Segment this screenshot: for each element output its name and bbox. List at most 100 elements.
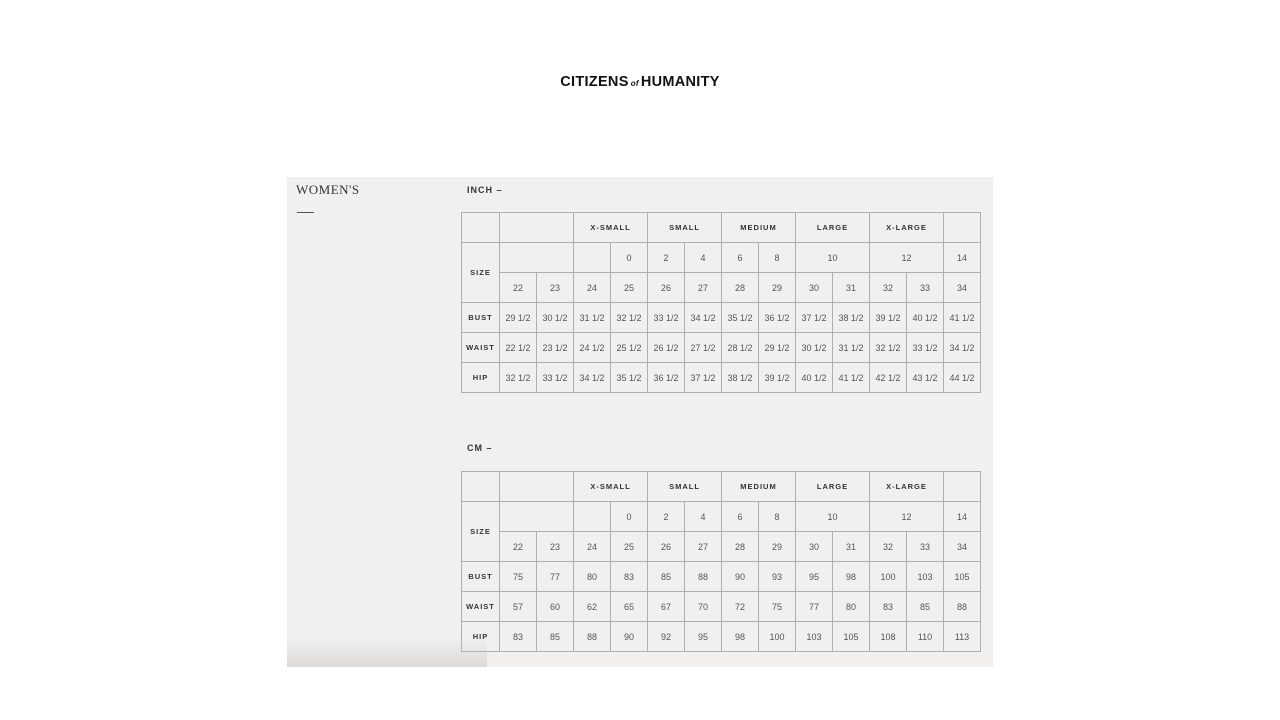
size-group-header: MEDIUM (720, 212, 797, 243)
measurement-value: 31 1/2 (573, 302, 611, 333)
denim-size-cell: 22 (499, 531, 537, 562)
measurement-value: 36 1/2 (757, 302, 797, 333)
measurement-value: 83 (610, 561, 648, 592)
measurement-value: 95 (684, 621, 722, 652)
us-size-row: SIZE 0 2 4 6 8 10 12 14 (461, 242, 982, 303)
size-group-header: MEDIUM (720, 471, 797, 502)
denim-size-cell: 27 (684, 531, 722, 562)
measurement-value: 90 (610, 621, 648, 652)
brand-logo-of: of (630, 79, 639, 88)
us-size-cell: 0 (610, 501, 648, 532)
size-group-header: X-LARGE (869, 471, 945, 502)
us-size-row: SIZE 0 2 4 6 8 10 12 14 (461, 501, 982, 562)
size-group-row: X-SMALL SMALL MEDIUM LARGE X-LARGE (461, 212, 982, 243)
measurement-value: 90 (721, 561, 759, 592)
size-group-header: SMALL (647, 212, 722, 243)
measurement-value: 28 1/2 (721, 332, 759, 363)
us-size-cell: 8 (757, 501, 797, 532)
measurement-value: 62 (573, 591, 611, 622)
measurement-value: 34 1/2 (684, 302, 722, 333)
us-size-cell: 14 (943, 242, 982, 273)
measurement-value: 35 1/2 (721, 302, 759, 333)
measurement-value: 88 (573, 621, 611, 652)
measurement-value: 105 (943, 561, 982, 592)
measurement-value: 95 (795, 561, 834, 592)
size-group-header (499, 212, 574, 243)
measurement-value: 39 1/2 (869, 302, 908, 333)
measurement-label: BUST (461, 561, 500, 592)
denim-size-cell: 32 (869, 272, 908, 303)
measurement-value: 57 (499, 591, 537, 622)
us-size-cell: 4 (684, 501, 722, 532)
cm-size-table: X-SMALL SMALL MEDIUM LARGE X-LARGE SIZE 0 2 4 6 8 1… (461, 471, 982, 652)
measurement-value: 30 1/2 (795, 332, 834, 363)
measurement-value: 22 1/2 (499, 332, 537, 363)
us-size-cell (499, 242, 574, 273)
measurement-row-hip: HIP 83 85 88 90 92 95 98 100 103 105 108 110 113 (461, 621, 982, 652)
measurement-value: 31 1/2 (832, 332, 871, 363)
measurement-value: 88 (943, 591, 982, 622)
measurement-label: WAIST (461, 332, 500, 363)
denim-size-cell: 34 (943, 272, 982, 303)
denim-size-cell: 28 (721, 531, 759, 562)
size-group-header: SMALL (647, 471, 722, 502)
measurement-value: 32 1/2 (610, 302, 648, 333)
size-group-header: X-SMALL (573, 471, 648, 502)
us-size-cell: 6 (721, 501, 759, 532)
measurement-value: 85 (906, 591, 945, 622)
measurement-value: 41 1/2 (943, 302, 982, 333)
size-row-label: SIZE (461, 242, 500, 303)
measurement-value: 100 (757, 621, 797, 652)
measurement-value: 93 (757, 561, 797, 592)
measurement-value: 42 1/2 (869, 362, 908, 393)
denim-size-cell: 30 (795, 272, 834, 303)
denim-size-cell: 32 (869, 531, 908, 562)
measurement-value: 85 (536, 621, 574, 652)
measurement-row-bust: BUST 29 1/2 30 1/2 31 1/2 32 1/2 33 1/2 34 1/2… (461, 302, 982, 333)
measurement-value: 110 (906, 621, 945, 652)
measurement-value: 83 (869, 591, 908, 622)
measurement-row-waist: WAIST 57 60 62 65 67 70 72 75 77 80 83 85 88 (461, 591, 982, 622)
denim-size-cell: 22 (499, 272, 537, 303)
measurement-row-hip: HIP 32 1/2 33 1/2 34 1/2 35 1/2 36 1/2 37 1/2 3… (461, 362, 982, 393)
measurement-value: 85 (647, 561, 685, 592)
size-group-header: LARGE (795, 471, 871, 502)
denim-size-cell: 23 (536, 272, 574, 303)
size-row-label: SIZE (461, 501, 500, 562)
us-size-cell: 8 (757, 242, 797, 273)
measurement-value: 41 1/2 (832, 362, 871, 393)
denim-size-cell: 29 (757, 272, 797, 303)
inch-unit-label: INCH – (467, 185, 503, 195)
measurement-value: 34 1/2 (943, 332, 982, 363)
denim-size-cell: 26 (647, 531, 685, 562)
measurement-value: 37 1/2 (795, 302, 834, 333)
denim-size-cell: 31 (832, 272, 871, 303)
cm-unit-label: CM – (467, 443, 493, 453)
us-size-cell (573, 501, 611, 532)
measurement-row-waist: WAIST 22 1/2 23 1/2 24 1/2 25 1/2 26 1/2 27 1/… (461, 332, 982, 363)
measurement-value: 37 1/2 (684, 362, 722, 393)
measurement-value: 32 1/2 (869, 332, 908, 363)
us-size-cell (499, 501, 574, 532)
us-size-cell: 12 (869, 501, 945, 532)
denim-size-cell: 24 (573, 272, 611, 303)
measurement-value: 24 1/2 (573, 332, 611, 363)
measurement-value: 113 (943, 621, 982, 652)
us-size-cell: 0 (610, 242, 648, 273)
brand-logo-right: HUMANITY (640, 74, 720, 90)
measurement-value: 39 1/2 (757, 362, 797, 393)
measurement-value: 77 (536, 561, 574, 592)
brand-logo[interactable]: CITIZENS of HUMANITY (0, 74, 1280, 90)
measurement-row-bust: BUST 75 77 80 83 85 88 90 93 95 98 100 103 105 (461, 561, 982, 592)
measurement-value: 100 (869, 561, 908, 592)
measurement-value: 35 1/2 (610, 362, 648, 393)
us-size-cell: 12 (869, 242, 945, 273)
measurement-value: 72 (721, 591, 759, 622)
measurement-value: 60 (536, 591, 574, 622)
measurement-value: 29 1/2 (757, 332, 797, 363)
measurement-value: 98 (832, 561, 871, 592)
size-group-header (499, 471, 574, 502)
measurement-value: 77 (795, 591, 834, 622)
measurement-value: 80 (832, 591, 871, 622)
denim-size-row: 22 23 24 25 26 27 28 29 30 31 32 33 34 (462, 531, 982, 562)
